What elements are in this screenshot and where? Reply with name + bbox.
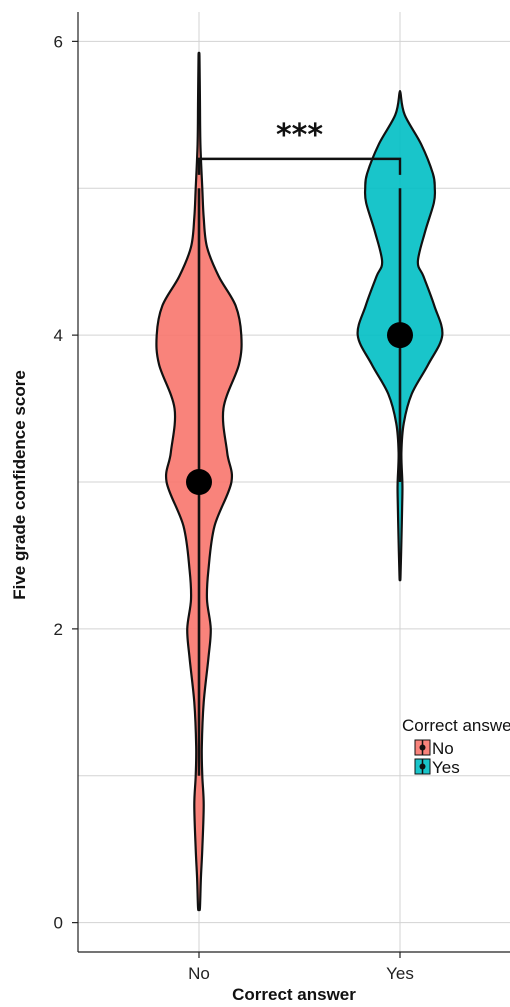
legend-key-dot-no <box>419 744 426 751</box>
legend-key-dot-yes <box>419 763 426 770</box>
y-axis-title: Five grade confidence score <box>10 370 29 600</box>
legend-title: Correct answer <box>402 716 510 735</box>
y-tick-label: 0 <box>54 914 63 933</box>
legend-entry-no: No <box>414 739 454 758</box>
significance-label: *** <box>276 118 323 153</box>
y-tick-label: 6 <box>54 32 63 51</box>
x-tick-label: No <box>188 964 210 983</box>
point-yes <box>387 322 413 349</box>
legend-label-yes: Yes <box>432 758 460 777</box>
significance-bracket-line <box>197 157 402 175</box>
grid-lines <box>78 12 510 952</box>
point-no <box>186 469 212 495</box>
y-tick-label: 2 <box>54 620 63 639</box>
legend-entry-yes: Yes <box>414 758 460 777</box>
legend-label-no: No <box>432 739 454 758</box>
significance-bracket: *** <box>197 118 402 175</box>
y-tick-label: 4 <box>54 326 63 345</box>
x-axis-title: Correct answer <box>232 985 356 1004</box>
legend: Correct answer No Yes <box>402 716 510 777</box>
x-tick-label: Yes <box>386 964 414 983</box>
violins <box>155 51 444 912</box>
